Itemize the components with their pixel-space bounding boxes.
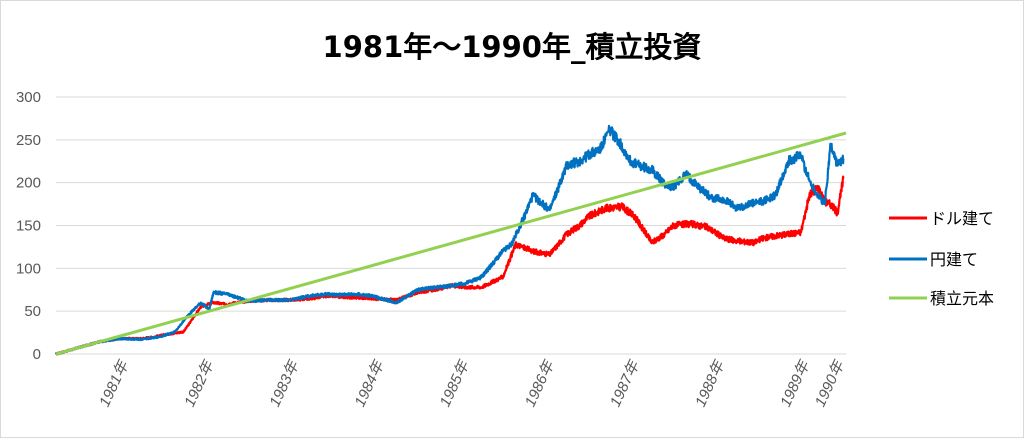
plot-area bbox=[54, 124, 847, 356]
series-line bbox=[55, 131, 847, 356]
legend-label: ドル建て bbox=[930, 209, 994, 228]
legend-label: 円建て bbox=[930, 250, 978, 269]
legend-item[interactable]: 積立元本 bbox=[889, 289, 994, 308]
x-tick-label: 1985年 bbox=[437, 357, 474, 410]
y-axis: 0 50 100 150 200 250 300 bbox=[16, 89, 41, 363]
x-tick-label: 1986年 bbox=[522, 357, 559, 410]
x-tick-label: 1989年 bbox=[777, 357, 814, 410]
y-tick-label: 300 bbox=[16, 89, 41, 106]
x-tick-label: 1987年 bbox=[607, 357, 644, 410]
legend-item[interactable]: 円建て bbox=[889, 250, 978, 269]
x-tick-label: 1983年 bbox=[266, 357, 303, 410]
y-tick-label: 0 bbox=[33, 346, 41, 363]
y-tick-label: 200 bbox=[16, 175, 41, 192]
y-tick-label: 100 bbox=[16, 260, 41, 277]
legend-label: 積立元本 bbox=[930, 289, 994, 308]
legend-item[interactable]: ドル建て bbox=[889, 209, 994, 228]
y-tick-label: 50 bbox=[24, 303, 41, 320]
x-tick-label: 1988年 bbox=[692, 357, 729, 410]
x-tick-label: 1984年 bbox=[352, 357, 389, 410]
y-tick-label: 250 bbox=[16, 132, 41, 149]
y-tick-label: 150 bbox=[16, 218, 41, 235]
x-tick-label: 1982年 bbox=[181, 357, 218, 410]
grid bbox=[56, 96, 846, 355]
chart-title: 1981年～1990年_積立投資 bbox=[323, 30, 702, 64]
x-tick-label: 1990年 bbox=[812, 357, 849, 410]
x-axis: 1981年 1982年 1983年 1984年 1985年 1986年 1987年 1988年… bbox=[96, 357, 848, 410]
x-tick-label: 1981年 bbox=[96, 357, 133, 410]
